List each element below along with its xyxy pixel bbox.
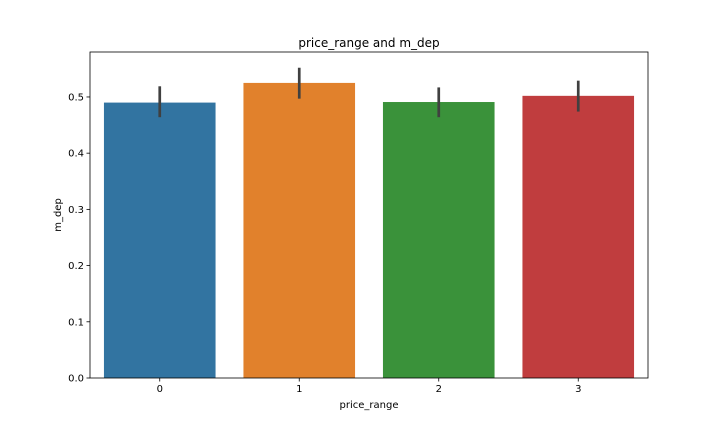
y-tick-label: 0.4 — [68, 149, 84, 160]
bar-1 — [243, 82, 356, 379]
y-tick-label: 0.5 — [68, 92, 84, 103]
x-tick-label: 1 — [296, 384, 302, 395]
x-tick-label: 2 — [436, 384, 442, 395]
y-tick-label: 0.0 — [68, 374, 84, 385]
chart-title: price_range and m_dep — [298, 36, 439, 50]
y-tick-label: 0.2 — [68, 261, 84, 272]
x-tick-label: 3 — [575, 384, 581, 395]
y-tick-label: 0.3 — [68, 205, 84, 216]
plot-area: 0.0 0.1 0.2 0.3 0.4 0.5 0 1 2 3 — [68, 51, 649, 395]
bar-2 — [382, 102, 495, 378]
bar-3 — [522, 95, 635, 379]
x-tick-label: 0 — [157, 384, 163, 395]
x-axis-label: price_range — [340, 400, 399, 411]
y-axis-label: m_dep — [53, 198, 64, 232]
axes-frame — [89, 51, 649, 379]
bar-0 — [103, 102, 216, 378]
y-tick-label: 0.1 — [68, 317, 84, 328]
